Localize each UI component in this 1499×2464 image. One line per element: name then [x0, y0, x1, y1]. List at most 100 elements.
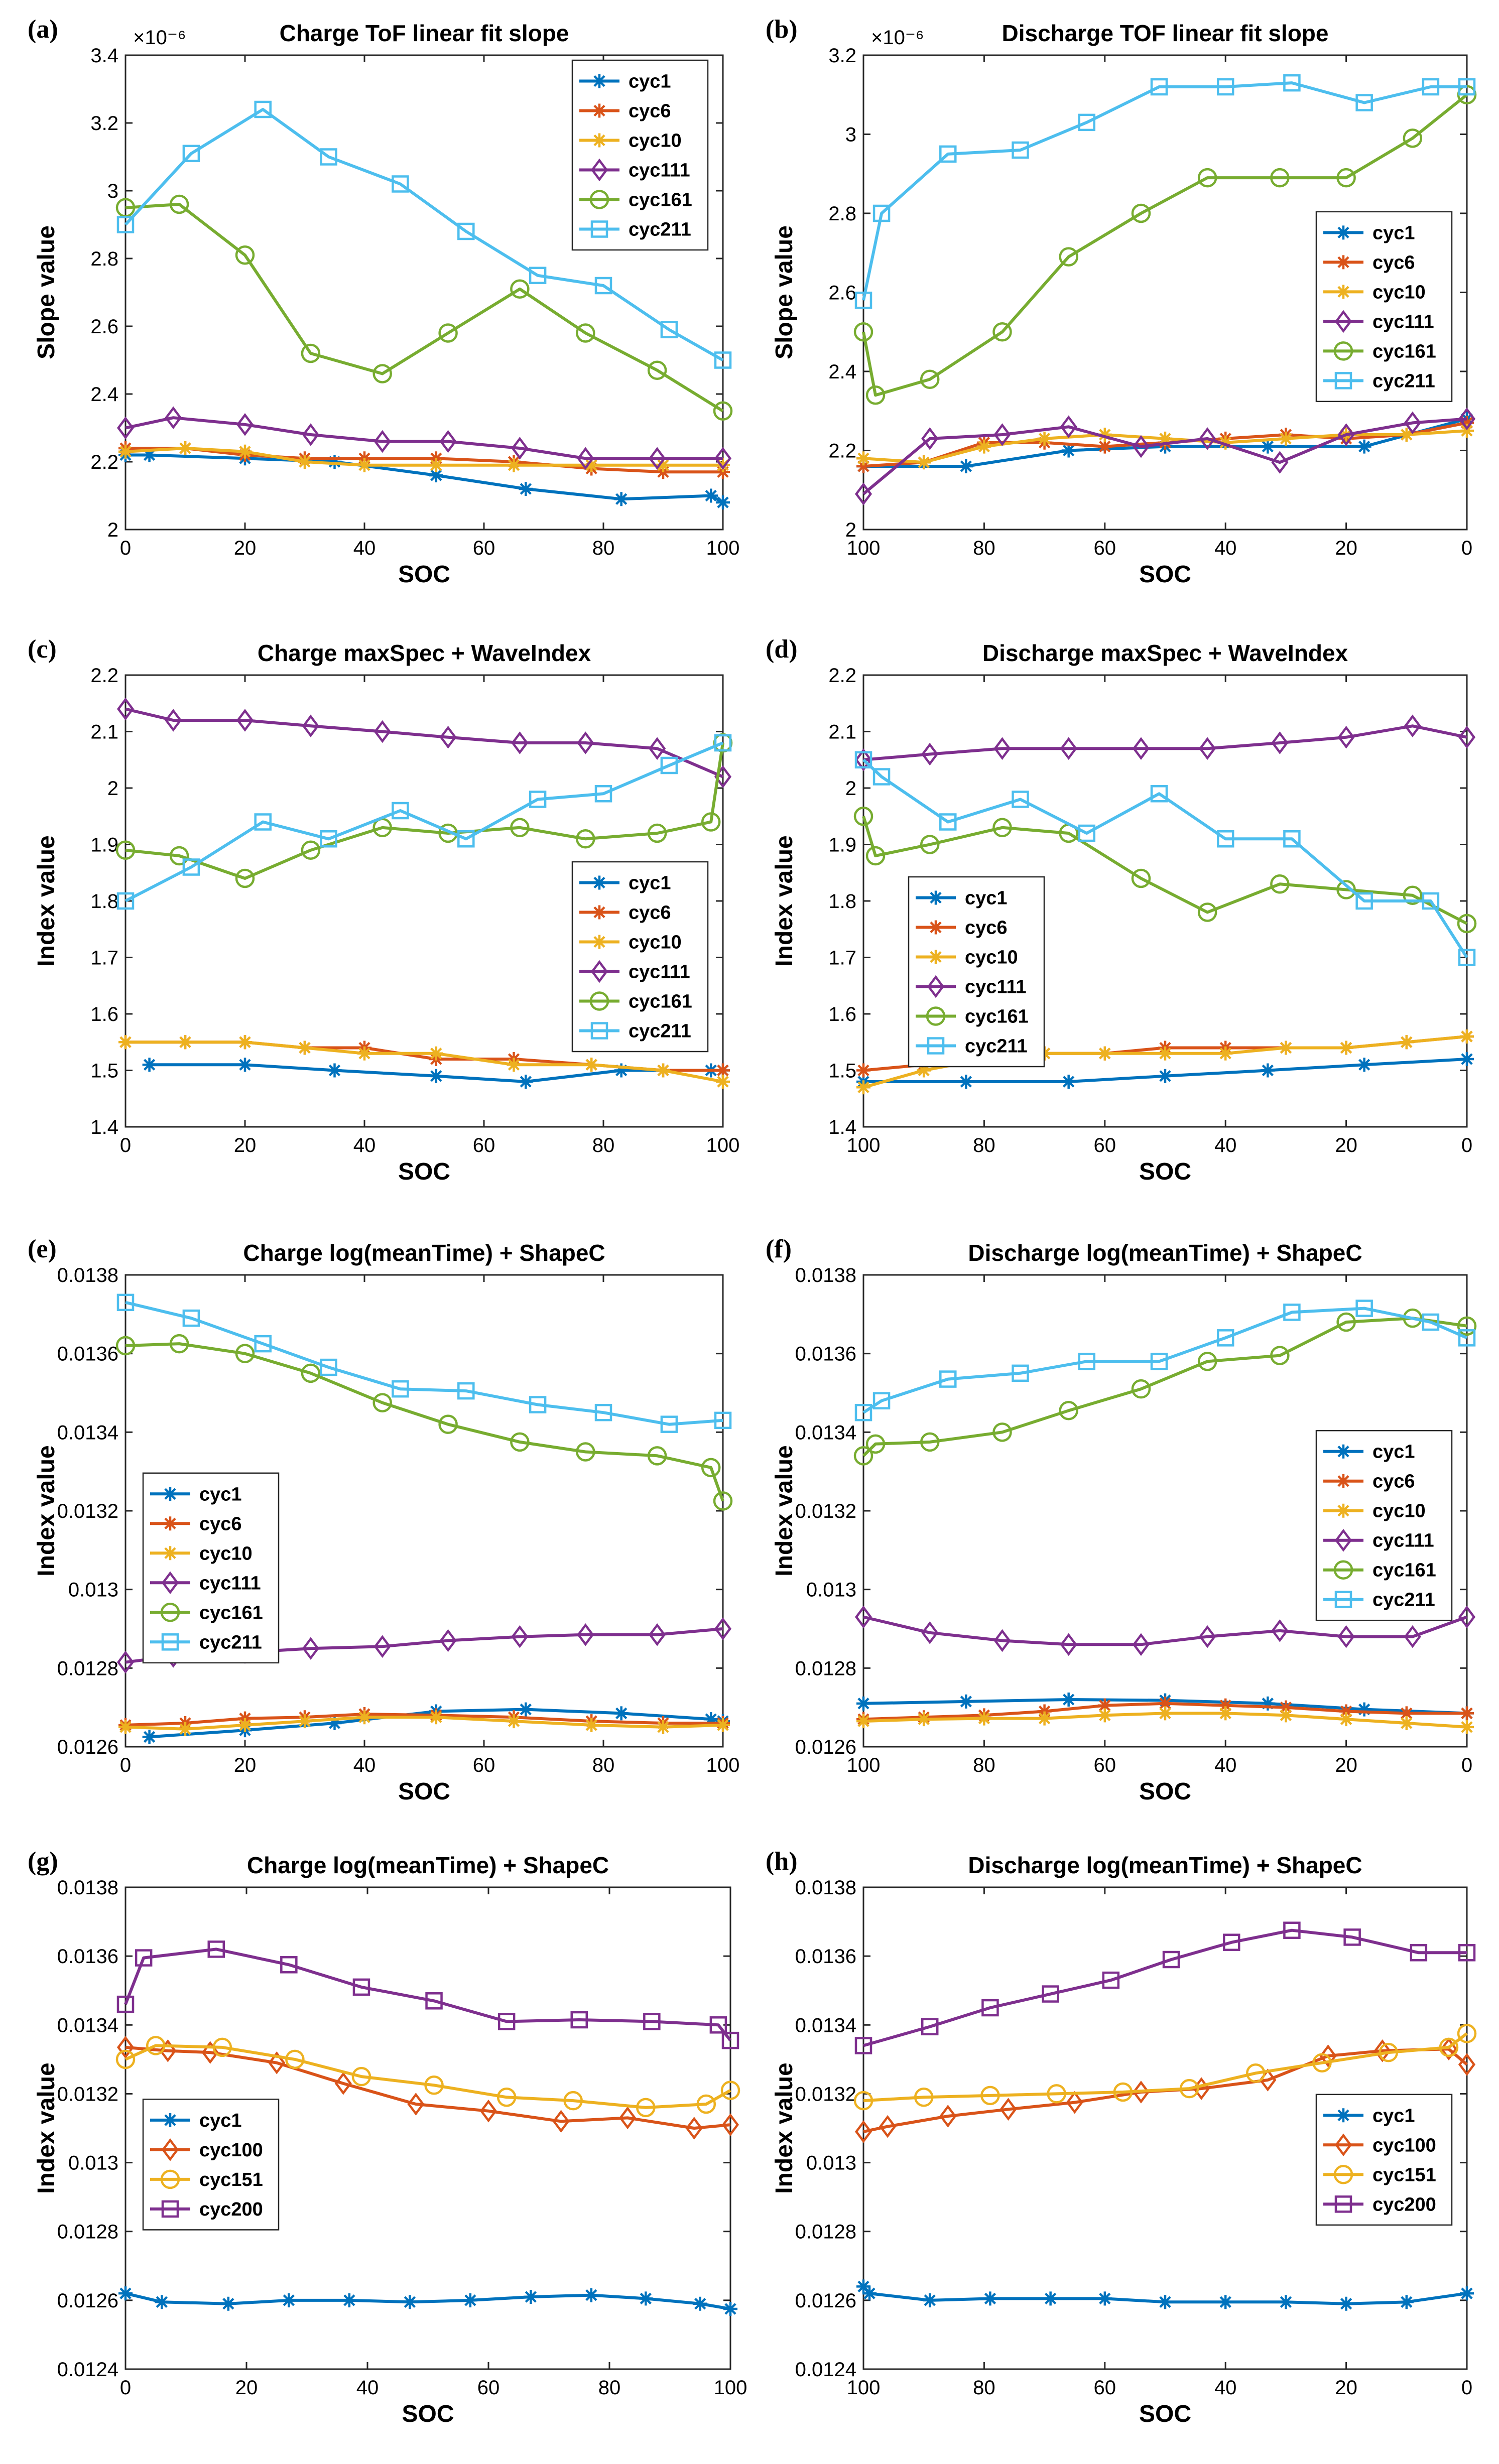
y-tick-label: 0.0134 [795, 1421, 856, 1444]
data-point-cyc211 [1216, 1329, 1234, 1347]
data-point-cyc211 [1150, 785, 1168, 803]
x-tick-label: 40 [353, 1134, 376, 1156]
data-point-cyc111 [1199, 427, 1216, 450]
y-tick-label: 0.0128 [795, 2221, 856, 2243]
x-axis-label: SOC [398, 1158, 450, 1185]
legend: cyc1 cyc6 cyc10 cyc111 cyc161 cyc211 [908, 876, 1045, 1068]
data-point-cyc211 [392, 802, 409, 820]
data-point-cyc111 [439, 430, 457, 453]
legend-label: cyc1 [1372, 222, 1415, 243]
data-point-cyc211 [594, 1403, 612, 1421]
chart-title: Charge maxSpec + WaveIndex [258, 640, 591, 666]
chart-title: Discharge TOF linear fit slope [1002, 20, 1329, 46]
legend-marker-cyc211 [161, 1633, 179, 1651]
data-point-cyc10 [1279, 1041, 1293, 1055]
x-axis-label: SOC [1139, 2401, 1191, 2427]
y-tick-label: 2.4 [90, 383, 118, 406]
y-tick-label: 1.8 [828, 890, 856, 913]
data-point-cyc200 [921, 2018, 939, 2035]
series-line-cyc211 [124, 741, 724, 902]
legend-marker-cyc111 [1334, 1528, 1352, 1552]
data-point-cyc151 [1047, 2084, 1066, 2104]
data-point-cyc161 [235, 245, 255, 265]
panel-d: 1.4 1.5 1.6 1.7 1.8 1.9 2 2.1 2.2 100 80 60 40 20 0 Dis… [766, 635, 1477, 1185]
data-point-cyc1 [704, 488, 718, 503]
data-point-cyc151 [636, 2098, 656, 2118]
legend: cyc1 cyc100 cyc151 cyc200 [142, 2099, 280, 2231]
x-tick-label: 100 [847, 1134, 881, 1156]
data-point-cyc1 [1061, 443, 1076, 458]
y-tick-label: 0.013 [806, 1579, 856, 1601]
data-point-cyc6 [1279, 1700, 1293, 1715]
x-tick-label: 60 [1094, 537, 1116, 559]
x-tick-label: 40 [1214, 537, 1237, 559]
legend-marker-cyc161 [926, 1006, 946, 1026]
legend-label: cyc10 [199, 1543, 253, 1564]
panel-h: 0.0124 0.0126 0.0128 0.013 0.0132 0.0134 0.013… [766, 1847, 1477, 2427]
data-point-cyc211 [594, 785, 612, 803]
y-tick-label: 2.2 [90, 665, 118, 687]
data-point-cyc211 [854, 292, 872, 309]
data-point-cyc10 [1279, 1708, 1293, 1723]
legend: cyc1 cyc6 cyc10 cyc111 cyc161 cyc211 [571, 59, 709, 251]
data-point-cyc100 [116, 2036, 135, 2059]
x-tick-label: 40 [353, 537, 376, 559]
data-point-cyc211 [392, 1380, 409, 1398]
data-point-cyc161 [235, 1344, 255, 1363]
data-point-cyc1 [923, 2293, 937, 2307]
legend-label: cyc111 [965, 977, 1027, 998]
data-point-cyc1 [1261, 1696, 1275, 1711]
x-axis-label: SOC [1139, 561, 1191, 588]
x-tick-label: 20 [235, 2377, 258, 2399]
data-point-cyc1 [1460, 1052, 1474, 1066]
series-line-cyc161 [125, 203, 724, 413]
legend-label: cyc10 [1372, 282, 1426, 303]
data-point-cyc1 [1061, 1075, 1076, 1089]
data-point-cyc161 [853, 1446, 873, 1466]
data-point-cyc1 [1460, 2286, 1474, 2301]
data-point-cyc211 [1078, 113, 1095, 132]
y-tick-label: 0.0128 [57, 2221, 118, 2243]
data-point-cyc161 [510, 818, 530, 837]
x-tick-label: 20 [234, 537, 257, 559]
data-point-cyc10 [1097, 1708, 1112, 1723]
legend-label: cyc1 [629, 873, 671, 894]
data-point-cyc151 [1312, 2053, 1332, 2072]
legend-box [571, 861, 709, 1053]
data-point-cyc10 [856, 451, 870, 466]
legend-marker-cyc10 [929, 950, 943, 964]
data-point-cyc10 [856, 1714, 870, 1729]
panel-b: 2 2.2 2.4 2.6 2.8 3 3.2 100 80 60 40 20 0 Discharge T… [766, 15, 1477, 588]
x-tick-label: 100 [847, 537, 881, 559]
panel-e: 0.0126 0.0128 0.013 0.0132 0.0134 0.0136 0.013… [28, 1235, 739, 1805]
y-tick-label: 0.0138 [57, 1264, 118, 1286]
legend-label: cyc111 [199, 1573, 261, 1594]
data-point-cyc1 [118, 2286, 133, 2301]
legend-label: cyc6 [1372, 1471, 1415, 1492]
y-axis-label: Slope value [771, 225, 798, 359]
legend-marker-cyc10 [592, 935, 606, 949]
data-point-cyc111 [373, 1635, 391, 1658]
data-point-cyc211 [594, 277, 612, 295]
y-tick-label: 3.2 [90, 112, 118, 135]
legend-marker-cyc1 [929, 890, 943, 905]
legend-label: cyc200 [1372, 2194, 1436, 2215]
legend-marker-cyc100 [161, 2138, 179, 2161]
x-tick-label: 0 [120, 1134, 131, 1156]
data-point-cyc111 [993, 737, 1011, 760]
data-point-cyc211 [1150, 1353, 1168, 1370]
data-point-cyc161 [647, 360, 667, 380]
y-tick-label: 3 [107, 180, 118, 202]
legend-label: cyc151 [199, 2169, 263, 2190]
data-point-cyc10 [178, 441, 192, 455]
data-point-cyc151 [1246, 2063, 1266, 2083]
data-point-cyc211 [660, 756, 678, 774]
data-point-cyc200 [1410, 1944, 1428, 1962]
data-point-cyc100 [1000, 2098, 1017, 2121]
data-point-cyc111 [165, 406, 182, 429]
legend-marker-cyc211 [1334, 372, 1352, 390]
data-point-cyc100 [1066, 2091, 1083, 2114]
series-line-cyc200 [863, 1928, 1467, 2047]
data-point-cyc10 [429, 1046, 443, 1061]
